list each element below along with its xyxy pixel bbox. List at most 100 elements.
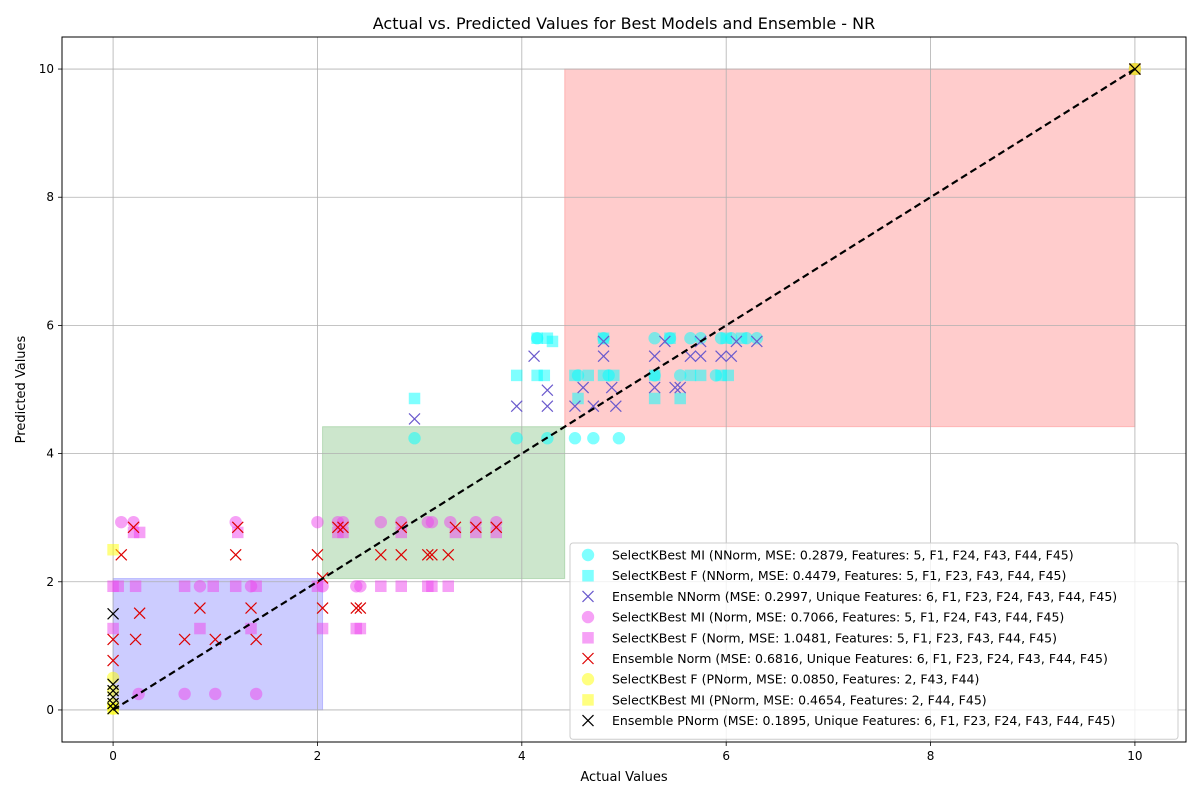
data-point — [674, 381, 687, 394]
data-point — [354, 580, 367, 593]
legend-entry: Ensemble PNorm (MSE: 0.1895, Unique Feat… — [582, 713, 1115, 728]
data-point — [597, 369, 610, 382]
legend-marker — [582, 694, 594, 706]
data-point — [231, 521, 244, 534]
legend-label: Ensemble Norm (MSE: 0.6816, Unique Featu… — [612, 651, 1108, 666]
data-point — [658, 335, 671, 348]
data-point-stroke — [469, 521, 482, 534]
data-point — [720, 332, 732, 344]
data-point — [250, 580, 262, 593]
data-point-stroke — [354, 602, 367, 614]
data-point-stroke — [605, 381, 618, 394]
data-point — [107, 607, 120, 620]
legend-label: SelectKBest MI (PNorm, MSE: 0.4654, Feat… — [612, 692, 987, 707]
data-point-stroke — [337, 521, 349, 534]
x-tick-label: 8 — [927, 749, 935, 763]
data-point — [442, 580, 454, 593]
data-point — [425, 548, 438, 561]
data-point-stroke — [231, 521, 244, 534]
data-point-stroke — [133, 607, 146, 620]
data-point-stroke — [490, 521, 503, 534]
data-point — [374, 515, 388, 529]
legend-marker-stroke — [582, 652, 594, 665]
y-tick-label: 6 — [46, 318, 54, 332]
data-point — [664, 332, 676, 344]
data-point — [597, 332, 610, 344]
data-point — [374, 548, 387, 561]
data-point — [597, 335, 610, 348]
data-point — [337, 521, 349, 534]
data-point — [408, 392, 421, 405]
data-point — [510, 400, 523, 413]
data-point — [546, 335, 559, 348]
data-point-stroke — [250, 633, 263, 646]
data-point-stroke — [715, 350, 727, 363]
data-point — [674, 392, 686, 405]
data-point-stroke — [395, 548, 408, 561]
data-point — [449, 521, 462, 534]
data-point — [490, 521, 503, 534]
data-point — [722, 369, 734, 382]
data-point — [531, 332, 543, 344]
data-point — [229, 580, 242, 593]
data-point-stroke — [1128, 63, 1141, 75]
data-point-stroke — [408, 413, 421, 425]
data-point-stroke — [597, 350, 610, 363]
data-point-stroke — [107, 684, 120, 697]
data-point — [229, 515, 242, 529]
data-point — [421, 548, 434, 561]
data-point — [249, 687, 263, 701]
data-point — [311, 515, 324, 529]
data-point-stroke — [510, 400, 523, 413]
data-point-stroke — [609, 400, 622, 413]
data-point — [730, 335, 743, 348]
y-tick-label: 8 — [46, 190, 54, 204]
data-point — [597, 350, 610, 363]
data-point — [1128, 63, 1141, 75]
data-point — [127, 515, 140, 529]
y-tick-label: 4 — [46, 447, 54, 461]
data-point — [232, 526, 244, 539]
data-point — [541, 400, 554, 413]
data-point — [674, 369, 687, 382]
data-point — [694, 350, 707, 363]
data-point — [311, 580, 324, 593]
data-point — [648, 350, 661, 363]
data-point — [107, 678, 120, 691]
data-point — [469, 515, 483, 529]
data-point — [648, 332, 661, 345]
data-point-stroke — [541, 400, 554, 413]
legend-marker — [582, 714, 594, 727]
data-point — [694, 332, 707, 345]
data-point-stroke — [127, 521, 140, 534]
data-point-stroke — [178, 633, 191, 646]
legend-entry: Ensemble NNorm (MSE: 0.2997, Unique Feat… — [582, 589, 1117, 604]
data-point — [408, 413, 421, 425]
legend-label: SelectKBest F (NNorm, MSE: 0.4479, Featu… — [612, 568, 1066, 583]
data-point-stroke — [442, 548, 455, 561]
data-point — [245, 622, 257, 635]
legend-marker — [582, 632, 594, 644]
data-point — [178, 580, 191, 593]
data-point-stroke — [229, 548, 242, 561]
legend-marker — [581, 610, 595, 624]
data-point — [725, 350, 738, 363]
data-point — [510, 432, 523, 445]
data-point — [569, 400, 581, 413]
data-point-stroke — [107, 691, 120, 704]
data-point — [715, 369, 727, 382]
reference-line — [112, 68, 1136, 711]
data-point — [107, 543, 119, 556]
legend-marker-stroke — [582, 714, 594, 727]
data-point-stroke — [669, 381, 682, 394]
legend-entry: SelectKBest MI (Norm, MSE: 0.7066, Featu… — [581, 610, 1064, 625]
data-point-stroke — [311, 548, 324, 561]
data-point — [612, 432, 626, 445]
data-point — [127, 521, 140, 534]
data-point — [129, 580, 142, 593]
x-tick-label: 2 — [314, 749, 322, 763]
data-point — [470, 526, 482, 539]
legend-label: Ensemble PNorm (MSE: 0.1895, Unique Feat… — [612, 713, 1115, 728]
data-point — [669, 381, 682, 394]
data-point — [395, 515, 408, 529]
